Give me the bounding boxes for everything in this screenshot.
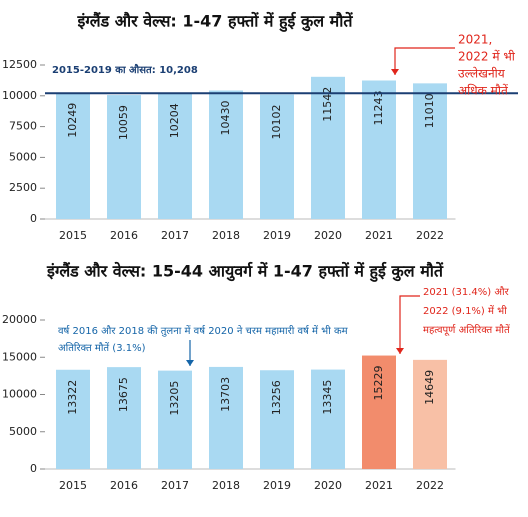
annotation: महत्वपूर्ण अतिरिक्त मौतें [423, 324, 510, 336]
x-tick-label: 2017 [161, 479, 189, 492]
x-tick-label: 2016 [110, 479, 138, 492]
value-label: 13322 [66, 380, 79, 415]
value-label: 15229 [372, 366, 385, 401]
x-tick-label: 2018 [212, 479, 240, 492]
x-tick-label: 2019 [263, 229, 291, 242]
annotation: वर्ष 2016 और 2018 की तुलना में वर्ष 2020… [58, 325, 349, 337]
x-tick-label: 2020 [314, 229, 342, 242]
bar [107, 95, 141, 219]
bar [413, 83, 447, 219]
y-tick-label: 20000 [2, 313, 37, 326]
bar [413, 359, 447, 469]
y-tick-label: 5000 [9, 150, 37, 163]
x-tick-label: 2022 [416, 479, 444, 492]
value-label: 13205 [168, 381, 181, 416]
bar [311, 369, 345, 469]
bar [209, 366, 243, 469]
x-tick-label: 2020 [314, 479, 342, 492]
value-label: 14649 [423, 370, 436, 405]
annotation: 2021 (31.4%) और [423, 286, 510, 298]
bar [56, 369, 90, 469]
bar [107, 367, 141, 469]
value-label: 10102 [270, 105, 283, 140]
x-tick-label: 2018 [212, 229, 240, 242]
value-label: 11010 [423, 93, 436, 128]
x-tick-label: 2022 [416, 229, 444, 242]
bar [260, 370, 294, 469]
value-label: 13675 [117, 377, 130, 412]
value-label: 13256 [270, 380, 283, 415]
annotation: उल्लेखनीय [458, 67, 506, 81]
annotation: अधिक मौतें [458, 84, 509, 98]
y-tick-label: 0 [30, 212, 37, 225]
value-label: 10204 [168, 103, 181, 138]
y-tick-label: 10000 [2, 89, 37, 102]
value-label: 13703 [219, 377, 232, 412]
chart-title: इंग्लैंड और वेल्स: 1-47 हफ्तों में हुई क… [76, 12, 353, 33]
value-label: 11542 [321, 87, 334, 122]
bar [260, 94, 294, 219]
value-label: 11243 [372, 90, 385, 125]
bar [362, 80, 396, 219]
bar [362, 355, 396, 469]
bar [158, 370, 192, 469]
arrow-head [391, 69, 399, 75]
x-tick-label: 2021 [365, 479, 393, 492]
y-tick-label: 15000 [2, 350, 37, 363]
y-tick-label: 2500 [9, 181, 37, 194]
annotation: 2022 में भी [458, 50, 516, 64]
x-tick-label: 2016 [110, 229, 138, 242]
annotation-arrow [394, 47, 455, 75]
y-tick-label: 7500 [9, 120, 37, 133]
annotation: 2021, [458, 33, 492, 47]
x-tick-label: 2015 [59, 229, 87, 242]
arrow-head [396, 348, 404, 354]
chart-title: इंग्लैंड और वेल्स: 15-44 आयुवर्ग में 1-4… [46, 262, 444, 283]
annotation: 2022 (9.1%) में भी [423, 305, 507, 317]
bar [209, 90, 243, 219]
bar [311, 76, 345, 220]
x-tick-label: 2017 [161, 229, 189, 242]
bar [158, 93, 192, 219]
arrow-head [186, 360, 194, 366]
x-tick-label: 2021 [365, 229, 393, 242]
value-label: 13345 [321, 380, 334, 415]
value-label: 10430 [219, 101, 232, 136]
y-tick-label: 10000 [2, 388, 37, 401]
reference-label: 2015-2019 का औसत: 10,208 [52, 63, 198, 76]
x-tick-label: 2015 [59, 479, 87, 492]
y-tick-label: 5000 [9, 425, 37, 438]
annotation-arrow [399, 295, 420, 354]
annotation: अतिरिक्त मौतें (3.1%) [58, 342, 146, 354]
y-tick-label: 12500 [2, 58, 37, 71]
value-label: 10059 [117, 105, 130, 140]
bar [56, 92, 90, 219]
y-tick-label: 0 [30, 462, 37, 475]
value-label: 10249 [66, 103, 79, 138]
x-tick-label: 2019 [263, 479, 291, 492]
